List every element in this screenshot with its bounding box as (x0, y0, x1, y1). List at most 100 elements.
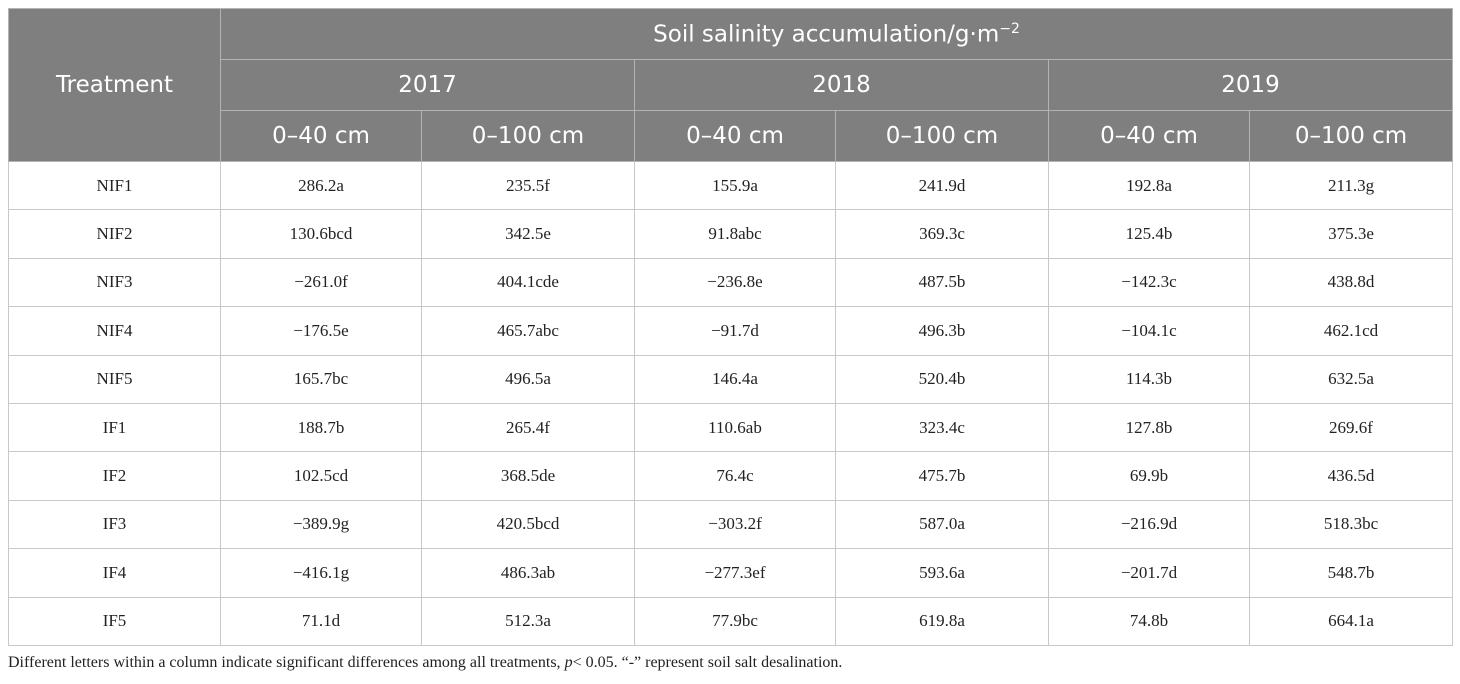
value-cell: 125.4b (1048, 209, 1250, 259)
table-row: NIF3 −261.0f 404.1cde −236.8e 487.5b −142.3c 4… (8, 257, 1454, 308)
value-cell: 520.4b (835, 354, 1049, 404)
value-cell: 462.1cd (1248, 306, 1454, 356)
value-cell: 71.1d (220, 596, 422, 646)
table-row: IF1 188.7b 265.4f 110.6ab 323.4c 127.8b 269.6f (8, 402, 1454, 453)
value-cell: −104.1c (1048, 306, 1250, 356)
footnote-text: < 0.05. “-” represent soil salt desalina… (572, 654, 843, 671)
value-cell: 487.5b (835, 257, 1049, 308)
value-cell: 211.3g (1248, 160, 1454, 211)
value-cell: 102.5cd (220, 451, 422, 501)
depth-header: 0–40 cm (634, 110, 836, 162)
value-cell: 76.4c (634, 451, 836, 501)
treatment-cell: NIF5 (8, 354, 221, 404)
table-row: IF4 −416.1g 486.3ab −277.3ef 593.6a −201.7d 54… (8, 548, 1454, 598)
value-cell: 632.5a (1248, 354, 1454, 404)
value-cell: 368.5de (421, 451, 635, 501)
year-header: 2017 (220, 59, 635, 111)
value-cell: 619.8a (835, 596, 1049, 646)
value-cell: 518.3bc (1248, 499, 1454, 550)
value-cell: −91.7d (634, 306, 836, 356)
value-cell: 265.4f (421, 402, 635, 453)
header-cell: Treatment (8, 8, 221, 162)
treatment-cell: IF2 (8, 451, 221, 501)
value-cell: −389.9g (220, 499, 422, 550)
treatment-cell: NIF2 (8, 209, 221, 259)
value-cell: 91.8abc (634, 209, 836, 259)
table-row: IF3 −389.9g 420.5bcd −303.2f 587.0a −216.9d 51… (8, 499, 1454, 550)
treatment-cell: NIF1 (8, 160, 221, 211)
depth-header: 0–40 cm (220, 110, 422, 162)
value-cell: −142.3c (1048, 257, 1250, 308)
footnote-italic: p (564, 654, 573, 671)
value-cell: 165.7bc (220, 354, 422, 404)
value-cell: 420.5bcd (421, 499, 635, 550)
value-cell: 475.7b (835, 451, 1049, 501)
unit-exponent: −2 (999, 20, 1020, 37)
value-cell: −216.9d (1048, 499, 1250, 550)
footnote: Different letters within a column indica… (8, 654, 842, 672)
value-cell: 69.9b (1048, 451, 1250, 501)
value-cell: 74.8b (1048, 596, 1250, 646)
value-cell: −201.7d (1048, 548, 1250, 598)
value-cell: 77.9bc (634, 596, 836, 646)
value-cell: 114.3b (1048, 354, 1250, 404)
value-cell: 436.5d (1248, 451, 1454, 501)
table-row: NIF1 286.2a 235.5f 155.9a 241.9d 192.8a 211.3g (8, 160, 1454, 211)
value-cell: 404.1cde (421, 257, 635, 308)
value-cell: 369.3c (835, 209, 1049, 259)
value-cell: −277.3ef (634, 548, 836, 598)
depth-header: 0–100 cm (1248, 110, 1454, 162)
value-cell: 375.3e (1248, 209, 1454, 259)
value-cell: 496.5a (421, 354, 635, 404)
table-body: NIF1 286.2a 235.5f 155.9a 241.9d 192.8a 211.3g… (8, 160, 1454, 646)
value-cell: 664.1a (1248, 596, 1454, 646)
footnote-text: Different letters within a column indica… (8, 654, 565, 671)
value-cell: −261.0f (220, 257, 422, 308)
table-row: IF5 71.1d 512.3a 77.9bc 619.8a 74.8b 664.1a (8, 596, 1454, 646)
table-header: Treatment Soil salinity accumulation/g·m… (8, 8, 1454, 162)
table-row: NIF2 130.6bcd 342.5e 91.8abc 369.3c 125.4b 375… (8, 209, 1454, 259)
value-cell: 235.5f (421, 160, 635, 211)
value-cell: 587.0a (835, 499, 1049, 550)
header-row: 2017 2018 2019 (9, 59, 1454, 111)
treatment-cell: NIF3 (8, 257, 221, 308)
value-cell: 127.8b (1048, 402, 1250, 453)
value-cell: 465.7abc (421, 306, 635, 356)
header-title: Soil salinity accumulation/g·m (653, 21, 1000, 48)
header-cell: Soil salinity accumulation/g·m−2 (219, 8, 1454, 60)
header-row: Treatment Soil salinity accumulation/g·m… (8, 8, 1454, 162)
value-cell: 269.6f (1248, 402, 1454, 453)
depth-header: 0–100 cm (421, 110, 635, 162)
value-cell: 146.4a (634, 354, 836, 404)
value-cell: 155.9a (634, 160, 836, 211)
value-cell: 323.4c (835, 402, 1049, 453)
treatment-cell: NIF4 (8, 306, 221, 356)
treatment-cell: IF4 (8, 548, 221, 598)
value-cell: 286.2a (220, 160, 422, 211)
value-cell: 548.7b (1248, 548, 1454, 598)
value-cell: 512.3a (421, 596, 635, 646)
treatment-cell: IF5 (8, 596, 221, 646)
value-cell: −236.8e (634, 257, 836, 308)
treatment-cell: IF1 (8, 402, 221, 453)
value-cell: 342.5e (421, 209, 635, 259)
value-cell: −303.2f (634, 499, 836, 550)
value-cell: 496.3b (835, 306, 1049, 356)
value-cell: −176.5e (220, 306, 422, 356)
value-cell: −416.1g (220, 548, 422, 598)
year-header: 2018 (634, 59, 1049, 111)
depth-header: 0–100 cm (835, 110, 1049, 162)
treatment-cell: IF3 (8, 499, 221, 550)
year-header: 2019 (1047, 59, 1454, 111)
header-row: 0–40 cm 0–100 cm 0–40 cm 0–100 cm 0–40 cm 0–1… (9, 110, 1454, 162)
value-cell: 241.9d (835, 160, 1049, 211)
value-cell: 130.6bcd (220, 209, 422, 259)
value-cell: 486.3ab (421, 548, 635, 598)
value-cell: 593.6a (835, 548, 1049, 598)
table-row: NIF4 −176.5e 465.7abc −91.7d 496.3b −104.1c 46… (8, 306, 1454, 356)
table-row: NIF5 165.7bc 496.5a 146.4a 520.4b 114.3b 632.5… (8, 354, 1454, 404)
data-table: Treatment Soil salinity accumulation/g·m… (8, 8, 1454, 646)
value-cell: 438.8d (1248, 257, 1454, 308)
value-cell: 110.6ab (634, 402, 836, 453)
